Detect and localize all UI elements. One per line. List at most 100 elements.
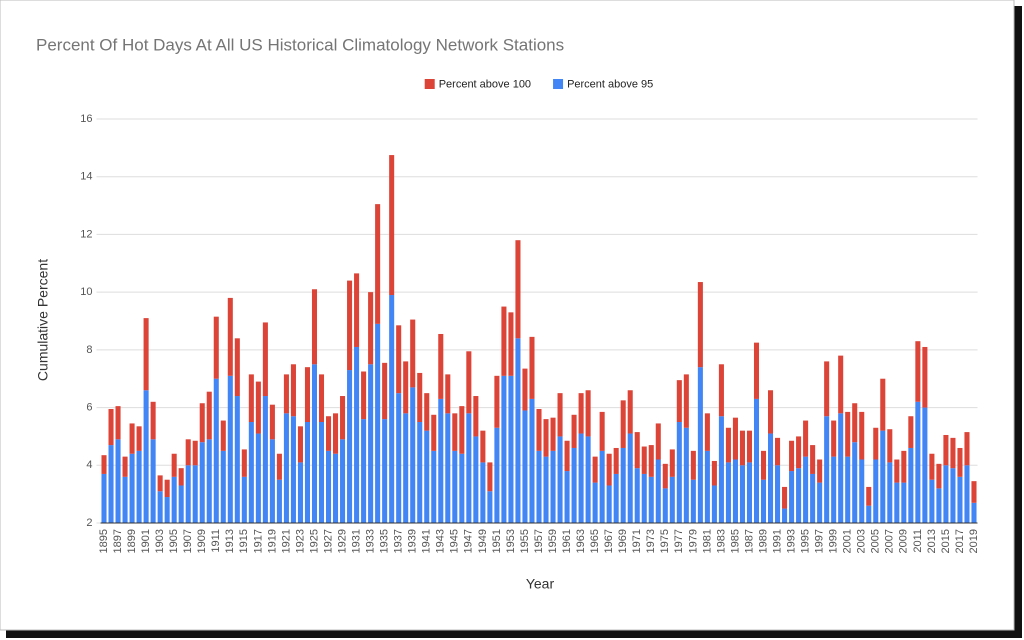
bar-segment bbox=[255, 433, 261, 523]
y-tick-label: 10 bbox=[80, 286, 92, 298]
x-tick-label: 1981 bbox=[701, 529, 713, 553]
bar-segment bbox=[971, 481, 977, 503]
x-tick-label: 1939 bbox=[407, 529, 419, 553]
x-tick-label: 1993 bbox=[785, 529, 797, 553]
bar-segment bbox=[185, 439, 191, 466]
bar-segment bbox=[290, 364, 296, 417]
bar-segment bbox=[480, 462, 486, 523]
bar-segment bbox=[592, 482, 598, 523]
x-tick-label: 1943 bbox=[435, 529, 447, 553]
bar-segment bbox=[248, 374, 254, 422]
bar-segment bbox=[157, 491, 163, 523]
bar-segment bbox=[220, 450, 226, 523]
bar-segment bbox=[347, 280, 353, 371]
bar-segment bbox=[915, 401, 921, 523]
bar-segment bbox=[361, 371, 367, 420]
bar-segment bbox=[922, 407, 928, 523]
bar-segment bbox=[606, 485, 612, 523]
bar-segment bbox=[936, 488, 942, 523]
x-tick-label: 1959 bbox=[547, 529, 559, 553]
bar-segment bbox=[115, 439, 121, 523]
bar-segment bbox=[297, 426, 303, 463]
bar-segment bbox=[746, 430, 753, 463]
bar-segment bbox=[354, 346, 360, 523]
bar-segment bbox=[150, 439, 156, 523]
bar-segment bbox=[578, 393, 584, 434]
x-tick-label: 1949 bbox=[477, 529, 489, 553]
x-tick-label: 2019 bbox=[968, 529, 980, 553]
x-tick-label: 1997 bbox=[814, 529, 826, 553]
bar-segment bbox=[115, 406, 121, 440]
bar-segment bbox=[234, 338, 240, 397]
bar-segment bbox=[753, 398, 760, 523]
bar-segment bbox=[108, 409, 114, 446]
bar-segment bbox=[936, 463, 942, 489]
bar-segment bbox=[269, 439, 275, 523]
x-tick-label: 1991 bbox=[771, 529, 783, 553]
bar-segment bbox=[641, 473, 647, 523]
bar-segment bbox=[880, 378, 886, 431]
bar-segment bbox=[641, 446, 647, 474]
x-tick-label: 1961 bbox=[561, 529, 573, 553]
bar-segment bbox=[396, 325, 402, 394]
bar-segment bbox=[255, 381, 261, 434]
bar-segment bbox=[957, 476, 963, 523]
x-tick-label: 1973 bbox=[645, 529, 657, 553]
bar-segment bbox=[655, 459, 661, 523]
bar-segment bbox=[522, 410, 528, 523]
bar-segment bbox=[803, 456, 809, 523]
bar-segment bbox=[824, 361, 830, 417]
bar-segment bbox=[431, 450, 437, 523]
x-tick-label: 1913 bbox=[224, 529, 236, 553]
bar-segment bbox=[739, 465, 745, 523]
bar-segment bbox=[185, 465, 191, 523]
bar-segment bbox=[613, 447, 619, 474]
bar-segment bbox=[522, 368, 528, 411]
x-tick-label: 1979 bbox=[687, 529, 699, 553]
bar-segment bbox=[873, 459, 879, 523]
bar-segment bbox=[789, 471, 795, 523]
bar-segment bbox=[782, 486, 788, 509]
bar-segment bbox=[529, 398, 535, 523]
bar-segment bbox=[964, 465, 970, 523]
bar-segment bbox=[459, 406, 465, 454]
bar-segment bbox=[543, 456, 549, 523]
bar-segment bbox=[529, 336, 535, 399]
bar-segment bbox=[796, 468, 802, 523]
bar-segment bbox=[473, 436, 479, 523]
bar-segment bbox=[711, 485, 717, 523]
bar-segment bbox=[571, 447, 577, 523]
bar-segment bbox=[382, 419, 388, 523]
bar-segment bbox=[494, 375, 500, 428]
bar-segment bbox=[929, 479, 935, 523]
bar-segment bbox=[171, 476, 177, 523]
bar-segment bbox=[627, 433, 633, 523]
y-tick-label: 6 bbox=[86, 401, 92, 413]
legend-label: Percent above 95 bbox=[567, 78, 653, 90]
bar-segment bbox=[964, 432, 970, 466]
x-tick-label: 1905 bbox=[168, 529, 180, 553]
bar-segment bbox=[775, 437, 781, 466]
bar-segment bbox=[248, 422, 254, 523]
bar-segment bbox=[213, 316, 219, 379]
x-tick-label: 1909 bbox=[196, 529, 208, 553]
bar-segment bbox=[136, 426, 142, 451]
bar-segment bbox=[375, 204, 381, 324]
x-tick-label: 2007 bbox=[884, 529, 896, 553]
bar-segment bbox=[585, 390, 591, 437]
y-tick-label: 16 bbox=[80, 113, 92, 125]
bar-segment bbox=[950, 468, 956, 523]
bar-segment bbox=[487, 462, 493, 492]
x-tick-label: 1957 bbox=[533, 529, 545, 553]
x-tick-label: 1955 bbox=[519, 529, 531, 553]
bar-segment bbox=[403, 361, 409, 414]
bar-segment bbox=[178, 485, 184, 523]
bar-segment bbox=[732, 417, 738, 460]
legend-swatch bbox=[553, 79, 564, 89]
x-tick-label: 1971 bbox=[631, 529, 643, 553]
bar-segment bbox=[697, 282, 703, 368]
bar-segment bbox=[957, 447, 963, 477]
x-tick-label: 1965 bbox=[589, 529, 601, 553]
bar-segment bbox=[108, 445, 114, 523]
x-tick-label: 1917 bbox=[252, 529, 264, 553]
